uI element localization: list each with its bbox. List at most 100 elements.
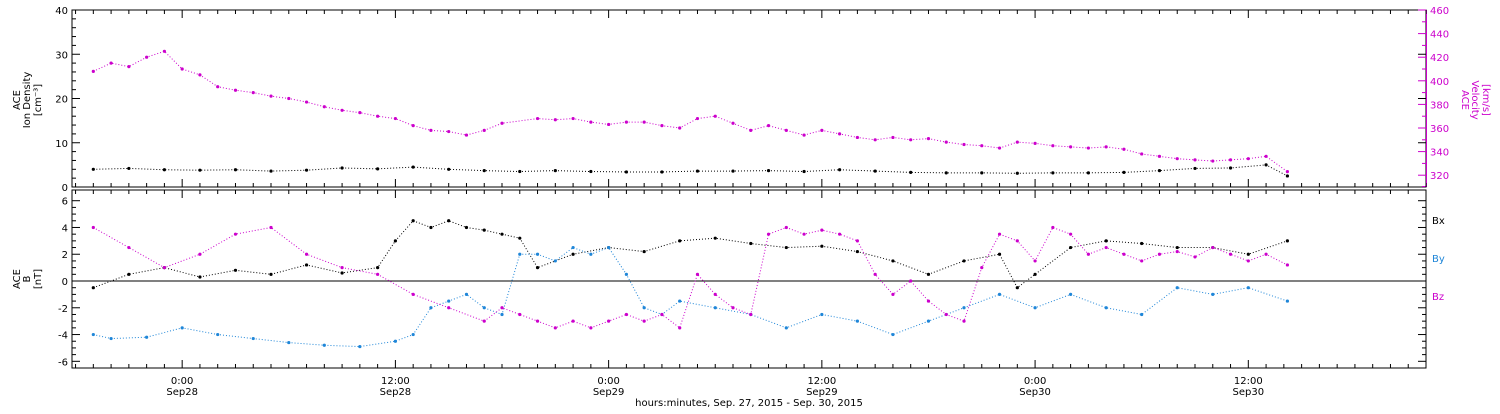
bottom-ytick-label: 0 xyxy=(62,277,68,288)
xtick-time-label: 12:00 xyxy=(1234,376,1263,387)
xtick-date-label: Sep30 xyxy=(1019,387,1051,398)
data-point-bz xyxy=(91,225,95,230)
xtick-time-label: 0:00 xyxy=(1024,376,1046,387)
data-point-bx xyxy=(1246,252,1250,256)
top-ytick-left-label: 20 xyxy=(55,95,68,106)
data-point-ion-density xyxy=(624,170,628,174)
bottom-panel-frame xyxy=(71,189,1427,369)
top-ytick-right-label: 340 xyxy=(1430,148,1449,159)
data-point-by xyxy=(1211,292,1215,296)
series-trace-bz xyxy=(93,226,1288,329)
data-point-velocity xyxy=(1193,158,1197,162)
data-point-bx xyxy=(340,271,344,275)
data-point-by xyxy=(713,306,717,310)
data-point-bz xyxy=(500,306,504,310)
bottom-ytick-label: 6 xyxy=(62,197,68,208)
data-point-ion-density xyxy=(1157,169,1162,173)
data-point-velocity xyxy=(376,114,380,118)
data-point-ion-density xyxy=(127,166,131,171)
xtick-time-label: 0:00 xyxy=(171,376,193,387)
series-trace-by xyxy=(93,246,1288,348)
data-point-velocity xyxy=(358,111,362,115)
legend-by: By xyxy=(1432,254,1445,265)
series-trace-velocity xyxy=(93,50,1288,173)
top-ytick-right-label: 400 xyxy=(1430,77,1449,88)
data-point-ion-density xyxy=(944,171,948,175)
data-point-velocity xyxy=(127,65,131,69)
data-point-velocity xyxy=(464,133,469,137)
data-point-ion-density xyxy=(340,166,344,170)
data-point-bx xyxy=(1104,239,1108,243)
top-ytick-right-label: 460 xyxy=(1430,6,1449,17)
data-point-velocity xyxy=(447,129,451,134)
data-point-ion-density xyxy=(660,170,664,174)
xtick-time-label: 12:00 xyxy=(381,376,410,387)
data-point-ion-density xyxy=(1086,171,1090,175)
data-point-bx xyxy=(1140,241,1144,246)
bottom-ylabel-line3: [nT] xyxy=(33,269,44,289)
data-point-velocity xyxy=(1228,158,1233,162)
data-point-ion-density xyxy=(482,169,486,173)
top-ylabel-line3: [cm⁻³] xyxy=(33,84,44,116)
data-point-bz xyxy=(678,326,682,330)
data-point-velocity xyxy=(1211,159,1215,163)
top-ytick-left-label: 0 xyxy=(62,183,68,194)
top-right-ylabel-line3: [km/s] xyxy=(1480,84,1491,116)
data-point-velocity xyxy=(1246,157,1250,161)
data-point-ion-density xyxy=(1051,171,1055,175)
data-point-bx xyxy=(464,225,469,230)
x-axis-label: hours:minutes, Sep. 27, 2015 - Sep. 30, … xyxy=(635,398,863,409)
bottom-ytick-label: 4 xyxy=(62,223,68,234)
data-point-by xyxy=(1246,286,1250,290)
data-point-by xyxy=(322,343,326,347)
data-point-ion-density xyxy=(695,169,700,173)
bottom-ytick-label: -4 xyxy=(58,331,68,342)
top-ytick-right-label: 360 xyxy=(1430,124,1449,135)
data-point-velocity xyxy=(784,128,788,132)
data-point-by xyxy=(145,335,149,339)
data-point-bz xyxy=(838,232,842,236)
top-ytick-right-label: 380 xyxy=(1430,100,1449,111)
xtick-time-label: 12:00 xyxy=(807,376,836,387)
data-point-velocity xyxy=(535,116,540,121)
data-point-velocity xyxy=(411,124,415,128)
xtick-date-label: Sep29 xyxy=(593,387,625,398)
data-point-velocity xyxy=(766,124,771,128)
data-point-bz xyxy=(1193,255,1197,259)
data-point-ion-density xyxy=(233,168,238,172)
series-trace-ion-density xyxy=(93,164,1288,177)
data-point-by xyxy=(1069,292,1073,296)
data-point-bz xyxy=(1175,249,1179,254)
data-point-bz xyxy=(482,319,486,323)
data-point-bz xyxy=(802,232,806,236)
data-point-bz xyxy=(233,232,238,236)
data-point-velocity xyxy=(1122,147,1126,151)
top-right-ylabel-line2: Velocity xyxy=(1469,80,1480,119)
xtick-date-label: Sep29 xyxy=(806,387,838,398)
xtick-date-label: Sep28 xyxy=(166,387,198,398)
top-ylabel-line2: Ion Density xyxy=(22,72,33,129)
legend-bz: Bz xyxy=(1432,292,1444,303)
data-point-velocity xyxy=(695,116,700,121)
data-point-bx xyxy=(1015,286,1019,290)
top-ytick-left-label: 40 xyxy=(55,6,68,17)
data-point-bz xyxy=(304,252,309,256)
series-trace-bx xyxy=(93,220,1288,289)
data-point-bx xyxy=(891,259,895,263)
bottom-ylabel-line2: B xyxy=(22,275,33,282)
data-point-by xyxy=(1033,306,1037,310)
data-point-ion-density xyxy=(198,168,202,172)
top-ytick-left-label: 10 xyxy=(55,139,68,150)
top-ytick-right-label: 440 xyxy=(1430,30,1449,41)
top-ytick-right-label: 420 xyxy=(1430,53,1449,64)
data-point-bx xyxy=(749,241,753,246)
xtick-date-label: Sep30 xyxy=(1233,387,1265,398)
data-point-bx xyxy=(713,236,717,240)
data-point-velocity xyxy=(429,128,433,132)
data-point-bx xyxy=(962,259,966,263)
data-point-velocity xyxy=(393,116,397,121)
data-point-ion-density xyxy=(1193,166,1197,171)
legend-bx: Bx xyxy=(1432,216,1445,227)
